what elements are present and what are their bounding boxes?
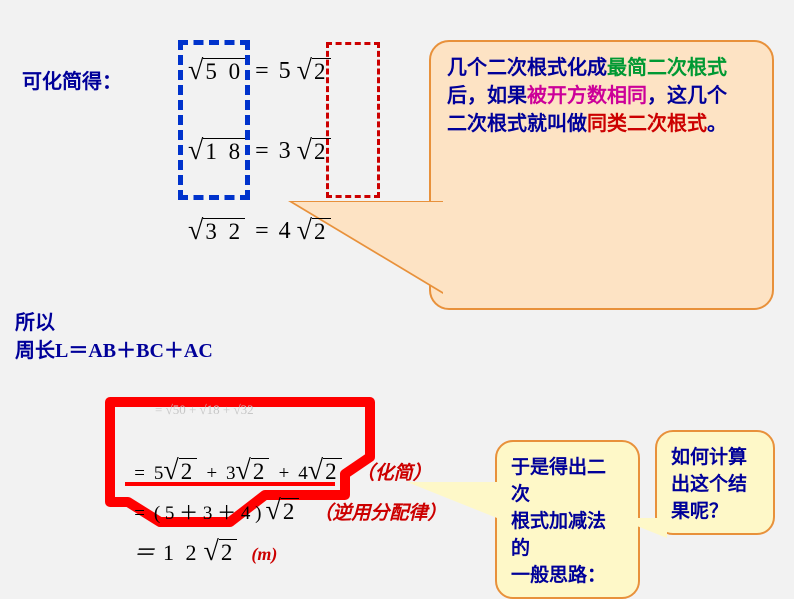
cb1-l3: 一般思路：: [511, 560, 624, 587]
w1-anno: （化简）: [356, 458, 432, 485]
work-line-2: = ( 5 ＋ 3 ＋ 4 ) √2 （逆用分配律）: [125, 495, 446, 527]
callout-question: 如何计算 出这个结 果呢？: [655, 430, 775, 535]
w3-unit: (m): [251, 544, 277, 565]
dash-box-red: [326, 42, 380, 198]
eq2-coef: 3: [279, 138, 291, 165]
eq2-rhs: 2: [312, 138, 331, 165]
def-part: 二次根式就叫做: [447, 113, 587, 135]
cb2-l3: 果呢？: [671, 496, 759, 523]
label-so: 所以: [15, 306, 55, 335]
equation-3: √3 2 = 4 √2: [188, 215, 331, 247]
w2-eq: =: [133, 503, 146, 525]
w1-r3: 2: [323, 458, 342, 485]
w3-eq: ＝: [133, 535, 155, 567]
eq2-lhs: 1 8: [203, 138, 245, 165]
cb2-l1: 如何计算: [671, 442, 759, 469]
red-underline: [125, 482, 335, 486]
w2-group: ( 5 ＋ 3 ＋ 4 ): [154, 498, 262, 525]
callout-definition: 几个二次根式化成最简二次根式 后，如果被开方数相同，这几个 二次根式就叫做同类二…: [429, 40, 774, 310]
work-line-3: ＝ 1 2 √2 (m): [125, 535, 277, 568]
def-part: 。: [707, 113, 727, 135]
w1-r1: 2: [179, 458, 198, 485]
w2-rad: 2: [281, 498, 300, 525]
eq1-lhs: 5 0: [203, 58, 245, 85]
def-highlight-green: 最简二次根式: [607, 57, 727, 79]
def-highlight-red: 同类二次根式: [587, 113, 707, 135]
eq1-rhs: 2: [312, 58, 331, 85]
w1-r2: 2: [251, 458, 270, 485]
def-part: ，这几个: [647, 85, 727, 107]
hidden-text: = √50 + √18 + √32: [155, 402, 254, 418]
cb1-l1: 于是得出二次: [511, 452, 624, 506]
w3-rad: 2: [219, 539, 238, 566]
def-part: 后，如果: [447, 85, 527, 107]
label-perimeter: 周长L＝AB＋BC＋AC: [15, 334, 213, 363]
label-simplify: 可化简得：: [22, 65, 122, 94]
eq3-lhs: 3 2: [203, 218, 245, 245]
equation-1: √5 0 = 5 √2: [188, 55, 331, 87]
equation-2: √1 8 = 3 √2: [188, 135, 331, 167]
eq3-rhs: 2: [312, 218, 331, 245]
def-part: 几个二次根式化成: [447, 57, 607, 79]
definition-text: 几个二次根式化成最简二次根式 后，如果被开方数相同，这几个 二次根式就叫做同类二…: [447, 54, 756, 138]
w3-coef: 1 2: [163, 540, 200, 566]
eq1-coef: 5: [279, 58, 291, 85]
eq3-coef: 4: [279, 218, 291, 245]
cb2-l2: 出这个结: [671, 469, 759, 496]
cb1-l2: 根式加减法的: [511, 506, 624, 560]
def-highlight-magenta: 被开方数相同: [527, 85, 647, 107]
